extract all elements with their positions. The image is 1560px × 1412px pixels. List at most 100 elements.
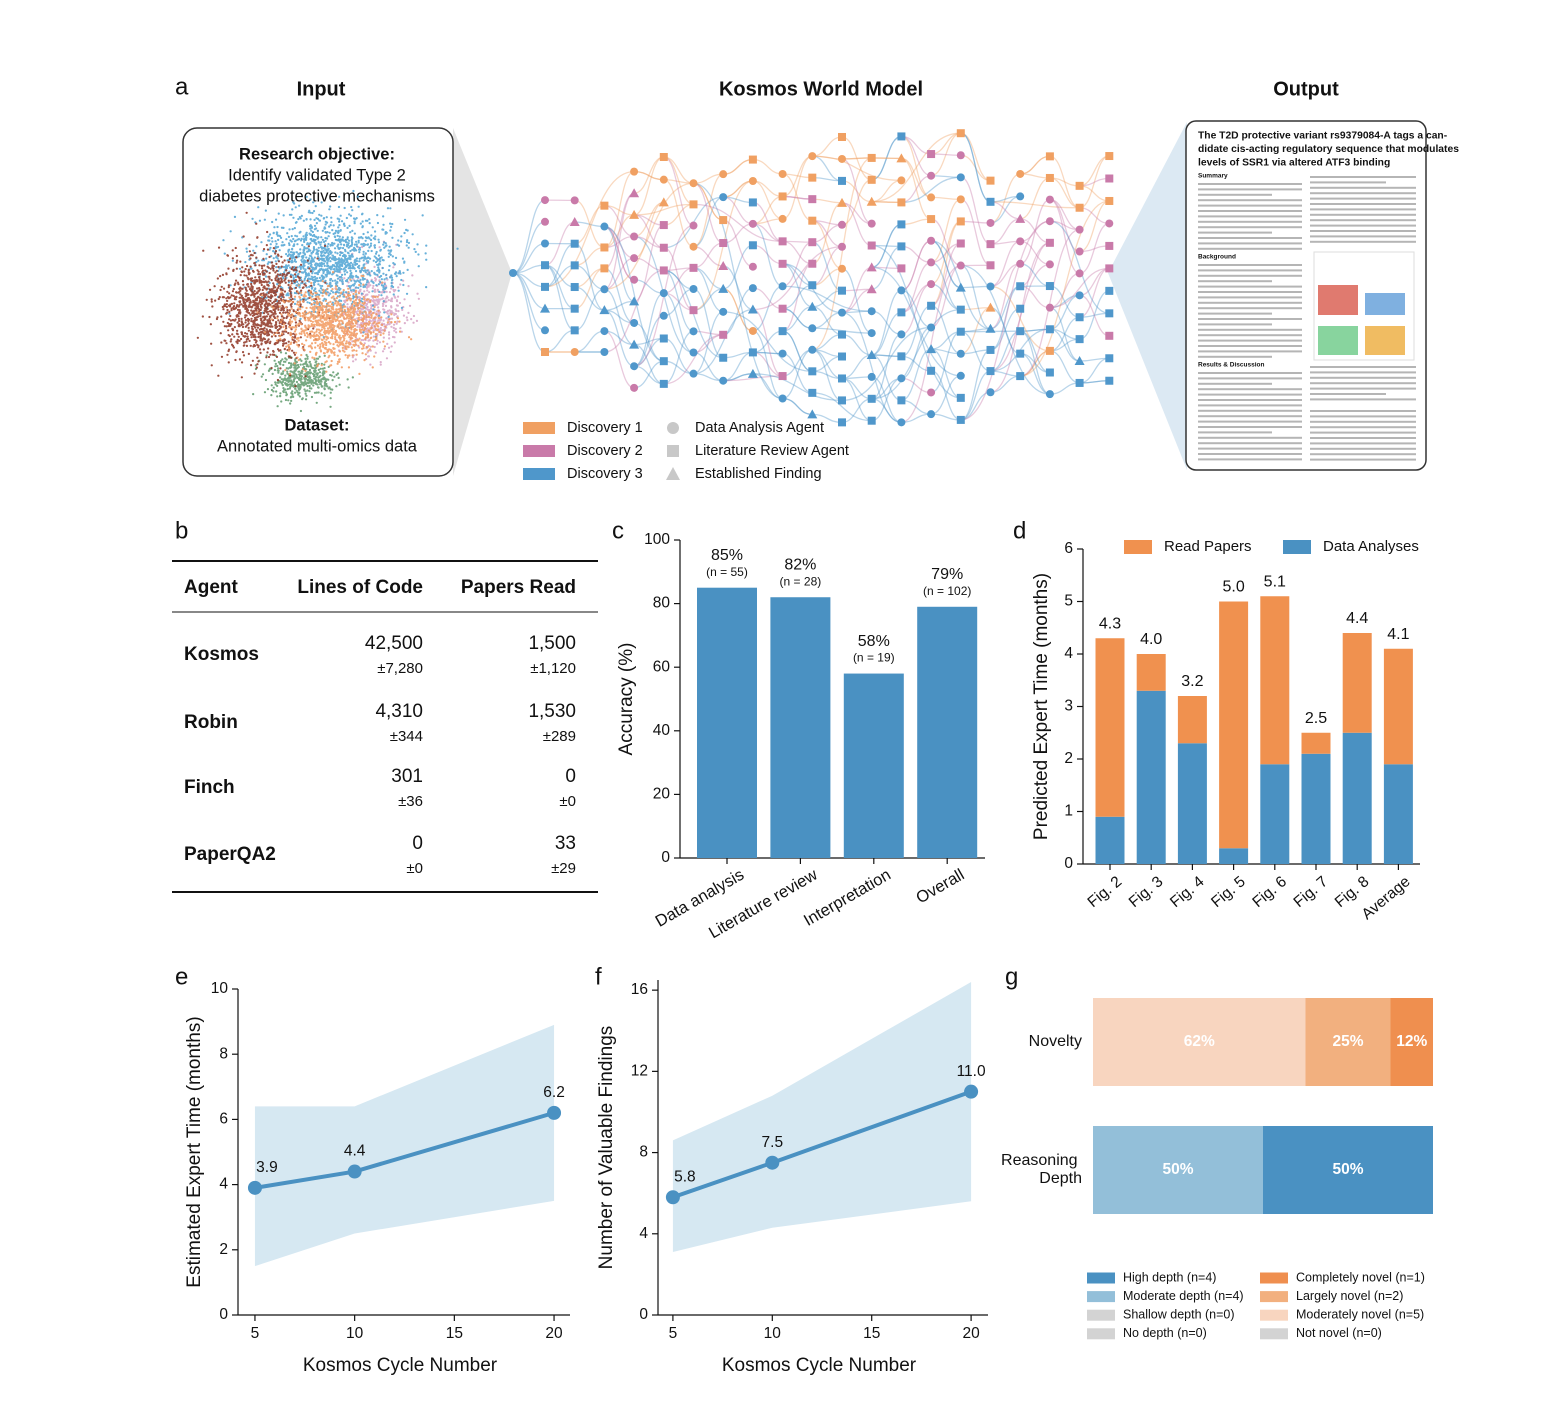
network-node xyxy=(956,129,965,138)
network-node xyxy=(867,372,876,381)
network-edge xyxy=(693,311,724,375)
doc-text-line xyxy=(1198,242,1302,245)
network-edge xyxy=(871,308,961,400)
network-edge xyxy=(901,377,932,394)
network-node xyxy=(778,237,787,246)
network-node xyxy=(629,209,640,219)
network-edge xyxy=(1019,330,1051,395)
value-label: 79% xyxy=(931,566,963,583)
network-edge xyxy=(841,326,932,402)
network-edge xyxy=(752,330,783,400)
value-label: 58% xyxy=(858,633,890,650)
y-axis-label: Accuracy (%) xyxy=(616,643,637,756)
network-node xyxy=(630,254,639,263)
y-tick-label: 5 xyxy=(1064,593,1073,610)
doc-text-line xyxy=(1310,203,1416,205)
network-node xyxy=(897,352,906,361)
sample-size-label: (n = 102) xyxy=(923,584,971,598)
network-node xyxy=(838,176,846,185)
legend-swatch xyxy=(1260,1272,1288,1284)
doc-text-line xyxy=(1198,377,1302,380)
network-node xyxy=(1015,213,1026,223)
network-node xyxy=(689,242,698,251)
bar-segment xyxy=(1260,596,1290,765)
network-node xyxy=(867,416,876,425)
legend-label: Largely novel (n=2) xyxy=(1296,1289,1403,1303)
doc-text-line xyxy=(1198,404,1302,407)
data-point xyxy=(347,1164,362,1179)
network-node xyxy=(838,330,846,339)
network-edge xyxy=(990,285,1050,352)
network-node xyxy=(1016,169,1025,178)
network-edge xyxy=(604,170,635,249)
doc-text-line xyxy=(1198,453,1302,455)
network-node xyxy=(897,418,906,427)
network-edge xyxy=(604,225,664,362)
legend-swatch xyxy=(1087,1309,1115,1321)
network-edge xyxy=(604,182,694,290)
y-tick-label: 60 xyxy=(653,658,671,675)
network-edge xyxy=(1020,263,1050,287)
x-tick-label: 10 xyxy=(764,1325,782,1342)
bar-segment xyxy=(1136,690,1166,864)
doc-text-line xyxy=(1310,186,1416,189)
network-edge xyxy=(634,203,694,216)
network-node xyxy=(927,171,936,180)
network-node xyxy=(509,269,517,277)
network-node xyxy=(808,216,817,225)
x-tick-label: Fig. 7 xyxy=(1291,873,1332,911)
sample-size-label: (n = 28) xyxy=(780,574,822,588)
network-node xyxy=(807,301,818,311)
network-node xyxy=(838,220,846,229)
doc-text-line xyxy=(1310,240,1416,243)
network-node xyxy=(956,371,965,380)
network-edge xyxy=(782,397,813,416)
doc-text-line xyxy=(1198,420,1302,423)
panel-label: g xyxy=(1005,963,1018,990)
network-node xyxy=(778,214,787,223)
network-node xyxy=(600,222,609,231)
network-edge xyxy=(782,308,813,329)
network-node xyxy=(659,221,668,230)
network-node xyxy=(1016,282,1025,291)
y-tick-label: 20 xyxy=(653,785,671,802)
network-node xyxy=(986,197,995,206)
network-edge xyxy=(871,354,902,401)
doc-text-line xyxy=(1198,307,1302,310)
network-edge xyxy=(841,377,872,400)
network-edge xyxy=(512,221,546,274)
x-tick-label: 20 xyxy=(545,1325,563,1342)
network-node xyxy=(689,200,698,209)
network-edge xyxy=(604,192,635,270)
value-label: 5.8 xyxy=(674,1168,696,1185)
network-node xyxy=(1045,325,1054,334)
panel-title: Input xyxy=(297,78,346,100)
network-edge xyxy=(871,266,961,377)
doc-text-line xyxy=(1198,426,1302,428)
bar-segment xyxy=(1301,753,1331,864)
network-edge xyxy=(841,268,872,334)
data-point xyxy=(765,1155,780,1170)
network-edge xyxy=(693,288,724,359)
network-node xyxy=(629,188,640,198)
network-node xyxy=(867,394,876,403)
network-node xyxy=(570,304,579,313)
network-node xyxy=(748,219,757,228)
bar xyxy=(697,587,757,858)
y-tick-label: 100 xyxy=(644,531,670,548)
network-node xyxy=(599,305,610,315)
y-tick-label: 8 xyxy=(219,1045,228,1062)
total-label: 5.1 xyxy=(1264,573,1286,590)
network-edge xyxy=(960,264,991,330)
bar-segment xyxy=(1342,732,1372,864)
table-sd: ±29 xyxy=(551,860,576,877)
doc-text-line xyxy=(1198,312,1272,315)
bar-segment xyxy=(1095,638,1125,817)
network-node xyxy=(719,376,728,385)
network-node xyxy=(659,334,668,343)
network-edge xyxy=(812,198,843,204)
network-edge xyxy=(990,375,1021,393)
network-node xyxy=(689,263,698,272)
doc-text-line xyxy=(1198,442,1302,445)
value-label: 25% xyxy=(1332,1033,1363,1050)
